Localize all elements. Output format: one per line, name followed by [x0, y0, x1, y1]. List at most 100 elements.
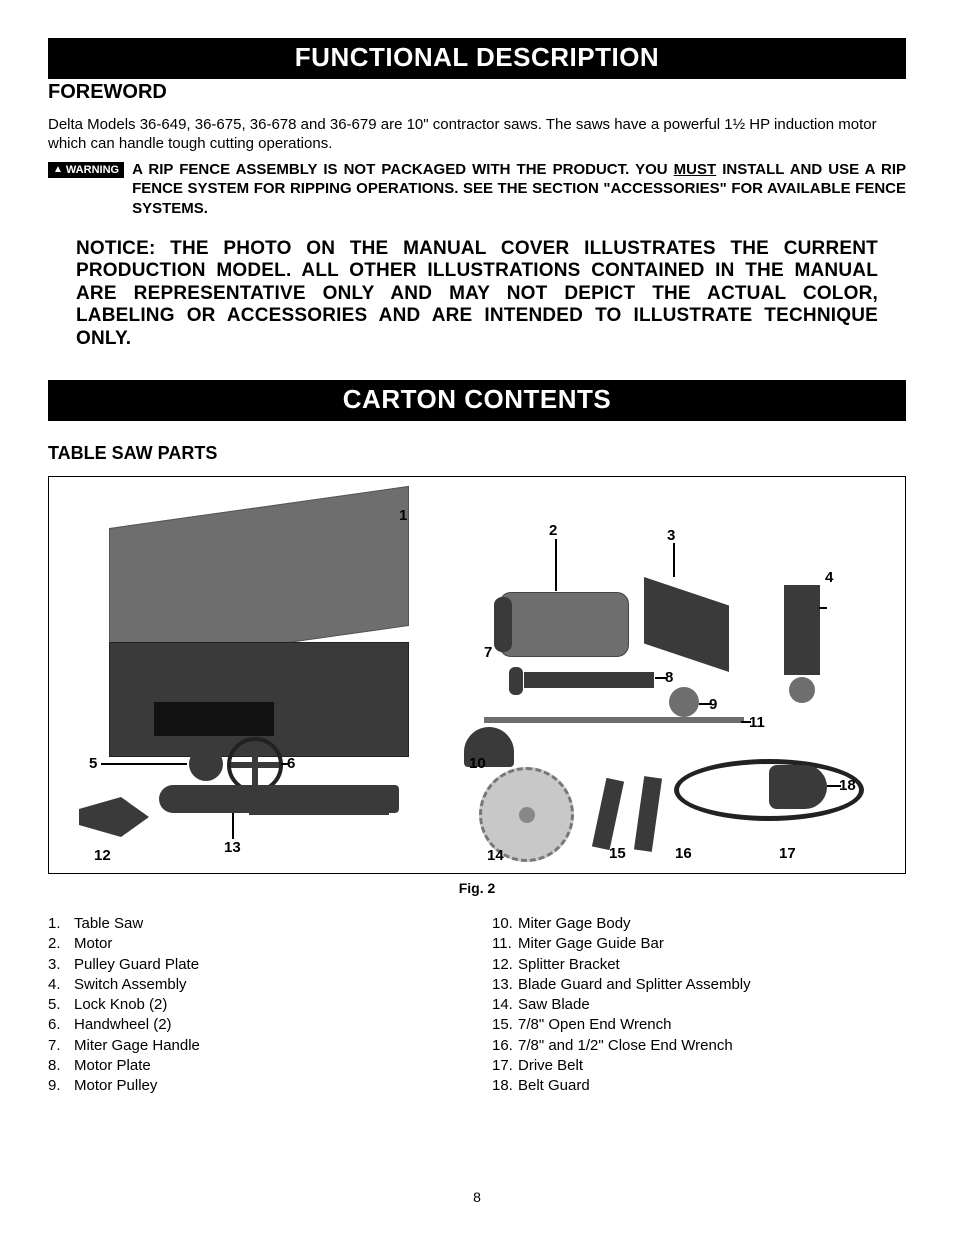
callout-14: 14	[487, 847, 504, 864]
parts-label: 7/8" Open End Wrench	[518, 1015, 671, 1035]
leader-3	[673, 543, 675, 577]
notice-block: NOTICE: THE PHOTO ON THE MANUAL COVER IL…	[76, 238, 878, 350]
shape-tablesaw-top	[109, 486, 409, 668]
parts-label: 7/8" and 1/2" Close End Wrench	[518, 1036, 733, 1056]
warning-badge: ▲ WARNING	[48, 162, 124, 178]
list-item: 12.Splitter Bracket	[492, 955, 906, 975]
list-item: 3.Pulley Guard Plate	[48, 955, 462, 975]
parts-label: Belt Guard	[518, 1076, 590, 1096]
parts-num: 16.	[492, 1036, 518, 1056]
callout-2: 2	[549, 522, 557, 539]
callout-13: 13	[224, 839, 241, 856]
parts-label: Splitter Bracket	[518, 955, 620, 975]
section-bar-functional: FUNCTIONAL DESCRIPTION	[48, 38, 906, 79]
leader-8	[655, 677, 667, 679]
parts-num: 5.	[48, 995, 74, 1015]
figure-2-box: 1 2 3 4 5 6 7 8 9 10 11 12 13 14 15 16 1…	[48, 476, 906, 874]
parts-lists: 1.Table Saw 2.Motor 3.Pulley Guard Plate…	[48, 914, 906, 1096]
callout-7: 7	[484, 644, 492, 661]
parts-label: Saw Blade	[518, 995, 590, 1015]
callout-9: 9	[709, 696, 717, 713]
list-item: 17.Drive Belt	[492, 1056, 906, 1076]
parts-num: 14.	[492, 995, 518, 1015]
leader-13	[232, 813, 234, 839]
parts-label: Motor	[74, 934, 112, 954]
list-item: 6.Handwheel (2)	[48, 1015, 462, 1035]
callout-12: 12	[94, 847, 111, 864]
shape-switch-knob	[789, 677, 815, 703]
warning-pre: A RIP FENCE ASSEMBLY IS NOT PACKAGED WIT…	[132, 161, 674, 178]
callout-4: 4	[825, 569, 833, 586]
list-item: 5.Lock Knob (2)	[48, 995, 462, 1015]
shape-motor-end	[494, 597, 512, 652]
parts-label: Blade Guard and Splitter Assembly	[518, 975, 751, 995]
warning-row: ▲ WARNING A RIP FENCE ASSEMBLY IS NOT PA…	[48, 160, 906, 219]
parts-label: Pulley Guard Plate	[74, 955, 199, 975]
list-item: 13.Blade Guard and Splitter Assembly	[492, 975, 906, 995]
list-item: 4.Switch Assembly	[48, 975, 462, 995]
leader-18	[827, 785, 841, 787]
parts-num: 15.	[492, 1015, 518, 1035]
parts-label: Motor Pulley	[74, 1076, 157, 1096]
parts-num: 2.	[48, 934, 74, 954]
parts-num: 4.	[48, 975, 74, 995]
callout-3: 3	[667, 527, 675, 544]
shape-wrench-open	[592, 778, 624, 850]
parts-num: 1.	[48, 914, 74, 934]
parts-num: 3.	[48, 955, 74, 975]
shape-splitterbracket	[79, 797, 149, 837]
parts-num: 8.	[48, 1056, 74, 1076]
list-item: 18.Belt Guard	[492, 1076, 906, 1096]
shape-guidebar	[484, 717, 744, 723]
shape-motor	[499, 592, 629, 657]
parts-label: Table Saw	[74, 914, 143, 934]
shape-pulleyguard	[644, 577, 729, 672]
table-saw-parts-heading: TABLE SAW PARTS	[48, 443, 906, 464]
leader-4	[819, 607, 827, 609]
parts-num: 10.	[492, 914, 518, 934]
leader-9	[699, 703, 711, 705]
callout-1: 1	[399, 507, 407, 524]
shape-lockknob	[189, 747, 223, 781]
list-item: 11.Miter Gage Guide Bar	[492, 934, 906, 954]
list-item: 7.Miter Gage Handle	[48, 1036, 462, 1056]
warning-text: A RIP FENCE ASSEMBLY IS NOT PACKAGED WIT…	[132, 160, 906, 219]
parts-label: Miter Gage Handle	[74, 1036, 200, 1056]
shape-motorplate	[524, 672, 654, 688]
parts-num: 7.	[48, 1036, 74, 1056]
parts-num: 11.	[492, 934, 518, 954]
parts-num: 6.	[48, 1015, 74, 1035]
shape-sawblade-center	[519, 807, 535, 823]
parts-num: 13.	[492, 975, 518, 995]
leader-11	[741, 721, 751, 723]
figure-caption: Fig. 2	[48, 880, 906, 896]
list-item: 10.Miter Gage Body	[492, 914, 906, 934]
parts-label: Miter Gage Guide Bar	[518, 934, 664, 954]
shape-tablesaw-scale	[154, 702, 274, 736]
parts-num: 17.	[492, 1056, 518, 1076]
list-item: 15.7/8" Open End Wrench	[492, 1015, 906, 1035]
list-item: 9.Motor Pulley	[48, 1076, 462, 1096]
shape-switch	[784, 585, 820, 675]
parts-col-left: 1.Table Saw 2.Motor 3.Pulley Guard Plate…	[48, 914, 462, 1096]
parts-label: Drive Belt	[518, 1056, 583, 1076]
shape-beltguard	[769, 765, 827, 809]
warning-badge-label: WARNING	[66, 164, 119, 176]
parts-label: Lock Knob (2)	[74, 995, 167, 1015]
parts-label: Miter Gage Body	[518, 914, 631, 934]
parts-num: 9.	[48, 1076, 74, 1096]
leader-5	[101, 763, 187, 765]
page-number: 8	[0, 1189, 954, 1205]
shape-bladeguard-arm	[249, 809, 389, 815]
callout-16: 16	[675, 845, 692, 862]
list-item: 16.7/8" and 1/2" Close End Wrench	[492, 1036, 906, 1056]
shape-mitergagehandle	[509, 667, 523, 695]
parts-col-right: 10.Miter Gage Body 11.Miter Gage Guide B…	[462, 914, 906, 1096]
list-item: 1.Table Saw	[48, 914, 462, 934]
warning-triangle-icon: ▲	[53, 164, 63, 175]
callout-15: 15	[609, 845, 626, 862]
intro-paragraph: Delta Models 36-649, 36-675, 36-678 and …	[48, 116, 906, 154]
list-item: 2.Motor	[48, 934, 462, 954]
section-bar-carton: CARTON CONTENTS	[48, 380, 906, 421]
parts-label: Handwheel (2)	[74, 1015, 172, 1035]
